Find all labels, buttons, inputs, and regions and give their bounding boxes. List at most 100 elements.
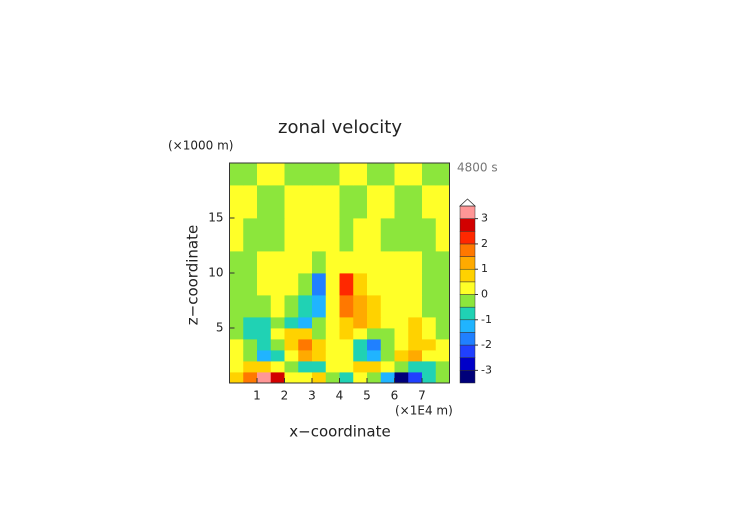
x-unit: (×1E4 m) xyxy=(395,404,453,418)
contour-cell xyxy=(243,372,258,384)
contour-cell xyxy=(353,372,368,384)
contour-cell xyxy=(257,185,272,219)
contour-cell xyxy=(380,372,395,384)
x-tick-label: 5 xyxy=(363,389,371,403)
contour-cell xyxy=(298,295,313,318)
contour-cell xyxy=(394,372,409,384)
colorbar-tick-label: -3 xyxy=(481,363,492,376)
contour-cell xyxy=(353,295,368,318)
contour-cell xyxy=(243,251,258,274)
contour-cell xyxy=(435,361,450,373)
colorbar-tick-label: -2 xyxy=(481,338,492,351)
contour-cell xyxy=(229,163,244,186)
contour-cell xyxy=(339,163,354,186)
contour-cell xyxy=(325,295,340,318)
contour-cell xyxy=(394,251,409,274)
contour-cell xyxy=(367,350,382,362)
contour-cell xyxy=(408,328,423,340)
contour-cell xyxy=(257,361,272,373)
contour-cell xyxy=(367,163,382,186)
contour-cell xyxy=(284,218,299,252)
contour-cell xyxy=(270,372,285,384)
x-tick-label: 6 xyxy=(391,389,399,403)
contour-cell xyxy=(422,295,437,318)
contour-cell xyxy=(435,372,450,384)
contour-cell xyxy=(284,185,299,219)
contour-cell xyxy=(229,339,244,351)
contour-cell xyxy=(339,251,354,274)
colorbar-segment xyxy=(459,319,476,333)
contour-cell xyxy=(257,317,272,329)
colorbar-segment xyxy=(459,218,476,232)
contour-cell xyxy=(270,361,285,373)
colorbar-segment xyxy=(459,344,476,358)
contour-cell xyxy=(325,350,340,362)
colorbar-segment xyxy=(459,357,476,371)
contour-cell xyxy=(422,163,437,186)
contour-cell xyxy=(312,273,327,296)
contour-cell xyxy=(408,339,423,351)
contour-cell xyxy=(325,328,340,340)
colorbar-segment xyxy=(459,231,476,245)
contour-cell xyxy=(312,328,327,340)
contour-cell xyxy=(339,273,354,296)
contour-cell xyxy=(367,361,382,373)
contour-cell xyxy=(312,295,327,318)
chart-title: zonal velocity xyxy=(278,117,402,138)
contour-cell xyxy=(353,251,368,274)
contour-cell xyxy=(367,339,382,351)
y-tick-label: 10 xyxy=(208,266,223,280)
contour-cell xyxy=(229,317,244,329)
contour-cell xyxy=(298,328,313,340)
colorbar-segment xyxy=(459,281,476,295)
contour-cell xyxy=(435,218,450,252)
contour-cell xyxy=(284,295,299,318)
contour-cell xyxy=(422,372,437,384)
contour-cell xyxy=(284,251,299,274)
contour-cell xyxy=(257,328,272,340)
contour-cell xyxy=(394,339,409,351)
contour-cell xyxy=(380,339,395,351)
contour-cell xyxy=(353,185,368,219)
contour-cell xyxy=(353,339,368,351)
contour-cell xyxy=(435,273,450,296)
contour-cell xyxy=(243,328,258,340)
colorbar-extend xyxy=(458,198,477,207)
contour-cell xyxy=(422,361,437,373)
contour-cell xyxy=(353,361,368,373)
contour-cell xyxy=(270,350,285,362)
contour-cell xyxy=(380,273,395,296)
y-tick-label: 5 xyxy=(216,321,224,335)
x-tick-label: 4 xyxy=(336,389,344,403)
colorbar-segment xyxy=(459,256,476,270)
contour-cell xyxy=(243,295,258,318)
contour-cell xyxy=(367,273,382,296)
contour-cell xyxy=(339,372,354,384)
contour-cell xyxy=(229,218,244,252)
contour-cell xyxy=(339,328,354,340)
contour-cell xyxy=(257,372,272,384)
contour-cell xyxy=(270,185,285,219)
contour-cell xyxy=(257,251,272,274)
contour-cell xyxy=(312,339,327,351)
colorbar-tick-label: 3 xyxy=(481,212,488,225)
contour-cell xyxy=(353,273,368,296)
contour-cell xyxy=(353,163,368,186)
contour-cell xyxy=(284,317,299,329)
contour-cell xyxy=(312,251,327,274)
y-unit: (×1000 m) xyxy=(168,139,233,153)
contour-cell xyxy=(435,350,450,362)
contour-cell xyxy=(380,317,395,329)
contour-cell xyxy=(243,273,258,296)
contour-cell xyxy=(408,163,423,186)
contour-cell xyxy=(298,372,313,384)
contour-cell xyxy=(408,317,423,329)
contour-cell xyxy=(422,350,437,362)
x-axis-label: x−coordinate xyxy=(289,423,390,441)
contour-cell xyxy=(325,218,340,252)
contour-cell xyxy=(325,273,340,296)
contour-cell xyxy=(284,163,299,186)
contour-cell xyxy=(367,251,382,274)
contour-cell xyxy=(229,350,244,362)
contour-cell xyxy=(339,295,354,318)
